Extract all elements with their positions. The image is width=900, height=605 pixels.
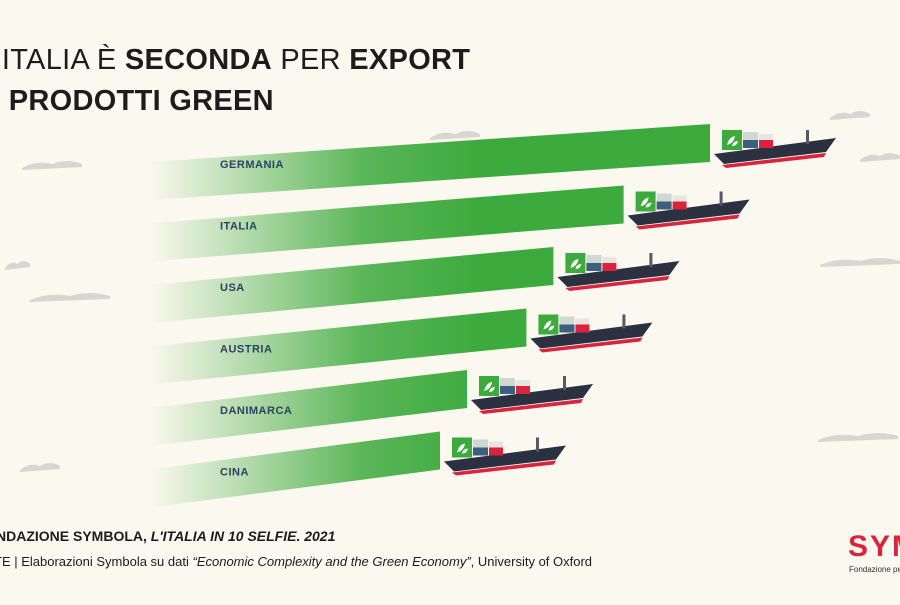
red-container xyxy=(575,324,590,333)
ship-icon xyxy=(627,191,750,230)
blue-container xyxy=(500,386,515,394)
ship-icon xyxy=(471,376,593,414)
title-line-2: I PRODOTTI GREEN xyxy=(0,85,274,118)
cloud-shape xyxy=(5,261,30,270)
title-segment-bold: EXPORT xyxy=(349,44,471,76)
cloud-shape xyxy=(30,293,110,302)
ship-hull xyxy=(627,199,750,226)
footer-source-bold: NDAZIONE SYMBOLA, xyxy=(0,528,151,544)
leaf-icon xyxy=(484,382,495,392)
cloud-shape xyxy=(830,111,870,120)
footer-note-text: , University of Oxford xyxy=(470,554,593,569)
leaf-icon xyxy=(543,320,555,331)
ship-waterline xyxy=(565,276,670,291)
bar xyxy=(150,308,527,385)
ship-hull xyxy=(557,261,680,287)
ship-hull xyxy=(444,445,566,472)
ship-waterline xyxy=(635,214,740,230)
bar-label: ITALIA xyxy=(220,221,258,233)
footer-note-italic: “Economic Complexity and the Green Econo… xyxy=(192,554,471,569)
bar-label: USA xyxy=(220,282,245,294)
ship-mast xyxy=(649,253,653,267)
ship-hull xyxy=(471,384,593,410)
bar-label: CINA xyxy=(220,467,249,479)
symbola-logo: SYMB xyxy=(848,530,900,563)
red-container xyxy=(759,140,773,148)
ship-mast xyxy=(806,130,809,144)
ship-waterline xyxy=(722,153,826,168)
footer-source: NDAZIONE SYMBOLA, L'ITALIA IN 10 SELFIE.… xyxy=(0,528,335,544)
blue-container xyxy=(586,263,602,271)
symbola-logo-subtitle: Fondazione per le xyxy=(849,565,900,574)
cloud-shape xyxy=(20,463,60,472)
ship-mast xyxy=(563,376,566,390)
bar xyxy=(150,370,467,446)
ship-icon xyxy=(530,314,653,353)
blue-container xyxy=(743,140,758,148)
bar-label: AUSTRIA xyxy=(220,344,272,356)
bar-labels-group: GERMANIA ITALIA USA AUSTRIA DANIMARCA CINA xyxy=(220,159,292,479)
ship-waterline xyxy=(452,460,556,476)
leaf-icon xyxy=(457,443,468,454)
footer-note-text: TE | Elaborazioni Symbola su dati xyxy=(0,554,193,569)
title-line-1: 'ITALIA È SECONDA PER EXPORT xyxy=(0,44,470,77)
red-container xyxy=(672,201,687,210)
bar xyxy=(150,124,710,200)
ship-icon xyxy=(557,253,680,291)
decorative-clouds xyxy=(5,111,900,472)
bar xyxy=(150,185,624,262)
bars-group xyxy=(150,124,710,508)
bar xyxy=(150,431,440,508)
title-segment: 'ITALIA È xyxy=(0,44,125,76)
footer-source-italic: L'ITALIA IN 10 SELFIE. 2021 xyxy=(150,528,336,544)
blue-container xyxy=(473,447,488,456)
red-container xyxy=(489,447,503,456)
cloud-shape xyxy=(430,131,480,140)
ship-icon xyxy=(444,437,566,476)
ship-hull xyxy=(714,138,836,164)
title-segment-bold: SECONDA xyxy=(124,44,273,76)
title-segment-bold: I PRODOTTI GREEN xyxy=(0,85,274,117)
cloud-shape xyxy=(860,153,900,162)
bar-label: DANIMARCA xyxy=(220,405,292,417)
ship-mast xyxy=(536,437,539,452)
footer-note: TE | Elaborazioni Symbola su dati “Econo… xyxy=(0,554,592,569)
title-segment: PER xyxy=(272,44,350,76)
ship-hull xyxy=(530,322,653,349)
cloud-shape xyxy=(22,161,82,170)
cloud-shape xyxy=(820,258,900,267)
ship-waterline xyxy=(479,399,583,414)
ship-mast xyxy=(719,191,723,206)
red-container xyxy=(516,386,530,394)
leaf-icon xyxy=(640,197,652,208)
leaf-icon xyxy=(727,136,738,146)
leaf-icon xyxy=(570,259,582,269)
bar xyxy=(150,247,554,323)
ship-waterline xyxy=(538,337,643,353)
ship-mast xyxy=(622,314,626,329)
bar-label: GERMANIA xyxy=(220,159,284,171)
ship-icon xyxy=(714,130,836,168)
red-container xyxy=(602,263,617,271)
ships-group xyxy=(444,130,836,476)
cloud-shape xyxy=(818,433,898,442)
blue-container xyxy=(656,201,672,210)
blue-container xyxy=(559,324,575,333)
